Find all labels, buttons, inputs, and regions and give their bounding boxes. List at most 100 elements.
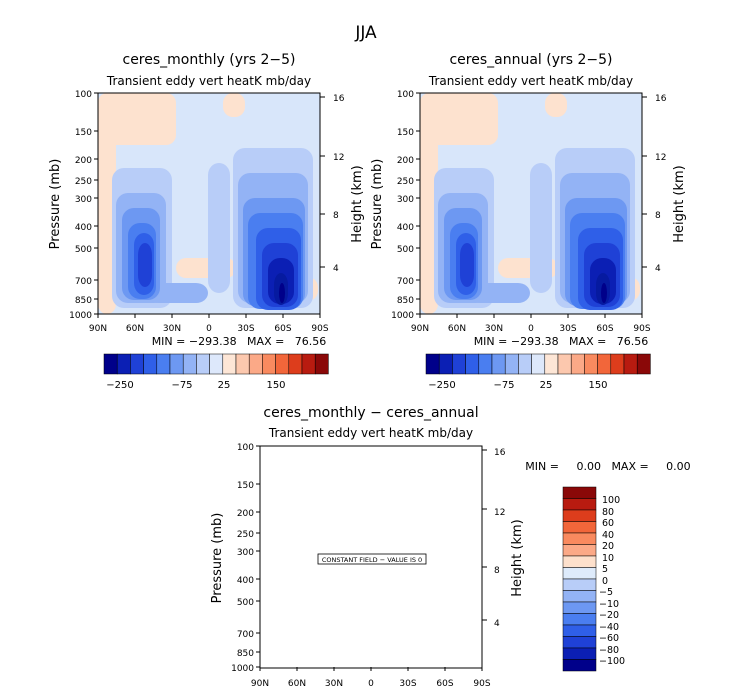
y-tick-label: 400: [75, 223, 92, 233]
colorbar-label: 25: [218, 380, 231, 391]
figure-title: JJA: [354, 23, 377, 43]
colorbar-label: 60: [602, 518, 614, 529]
y2-tick-label: 8: [333, 211, 339, 221]
panel-title: ceres_annual (yrs 2−5): [449, 52, 612, 68]
y2-axis-label: Height (km): [510, 519, 525, 596]
colorbar-label: −75: [493, 380, 514, 391]
panel-subtitle: Transient eddy vert heatK mb/day: [268, 426, 473, 440]
x-tick-label: 30S: [559, 324, 576, 334]
x-tick-label: 0: [528, 324, 534, 334]
colorbar-swatch: [116, 353, 131, 375]
colorbar-label: 100: [602, 495, 620, 506]
colorbar-swatch: [562, 498, 597, 511]
colorbar-label: −40: [599, 622, 619, 633]
y-tick-label: 100: [237, 443, 254, 453]
panel-title: ceres_monthly (yrs 2−5): [123, 52, 296, 68]
y-tick-label: 150: [75, 128, 92, 138]
colorbar-swatch: [562, 567, 597, 580]
contour-region: [223, 93, 245, 117]
y-tick-label: 500: [397, 245, 414, 255]
colorbar-label: 10: [602, 553, 614, 564]
colorbar-swatch: [209, 353, 224, 375]
colorbar-labels: −250 −75 25 150: [428, 380, 607, 391]
x-tick-label: 30N: [485, 324, 503, 334]
colorbar-labels: 100 80 60 40 20 10 5 0 −5 −10 −20 −40 −6…: [599, 495, 625, 667]
x-tick-label: 90S: [633, 324, 650, 334]
panel-ceres-monthly: ceres_monthly (yrs 2−5) Transient eddy v…: [48, 52, 365, 391]
y-axis-label: Pressure (mb): [370, 159, 385, 250]
colorbar-label: 150: [266, 380, 285, 391]
colorbar-swatch: [562, 555, 597, 568]
colorbar-swatch: [557, 353, 572, 375]
colorbar-swatch: [518, 353, 532, 375]
colorbar-swatch: [544, 353, 559, 375]
panel-subtitle: Transient eddy vert heatK mb/day: [106, 74, 311, 88]
colorbar-swatch: [562, 544, 597, 557]
colorbar-label: −250: [106, 380, 133, 391]
colorbar-swatch: [452, 353, 466, 375]
colorbar-swatch: [425, 353, 440, 375]
contour-region: [146, 283, 208, 303]
colorbar-swatch: [103, 353, 118, 375]
colorbar-label: −5: [599, 587, 613, 598]
y-tick-labels: 100 150 200 250 300 400 500 700 850 1000: [391, 90, 414, 321]
colorbar-swatch: [623, 353, 638, 375]
colorbar-swatch: [288, 353, 303, 375]
contour-region: [420, 93, 498, 145]
panel-subtitle: Transient eddy vert heatK mb/day: [428, 74, 633, 88]
y-tick-label: 400: [397, 223, 414, 233]
colorbar-swatch: [610, 353, 625, 375]
y-tick-label: 300: [75, 195, 92, 205]
colorbar-swatch: [465, 353, 480, 375]
contour-region: [208, 163, 230, 293]
x-tick-label: 60N: [448, 324, 466, 334]
colorbar-label: 0: [602, 576, 608, 587]
contour-region: [460, 243, 474, 287]
panel-difference: ceres_monthly − ceres_annual Transient e…: [210, 405, 691, 689]
colorbar-swatch: [478, 353, 493, 375]
y2-tick-label: 16: [333, 94, 345, 104]
y-tick-label: 850: [237, 649, 254, 659]
x-tick-labels: 90N 60N 30N 0 30S 60S 90S: [251, 679, 491, 689]
colorbar-swatch: [156, 353, 171, 375]
x-tick-label: 90N: [89, 324, 107, 334]
y-tick-labels: 100 150 200 250 300 400 500 700 850 1000: [231, 443, 254, 674]
y-tick-label: 700: [397, 277, 414, 287]
colorbar-swatch: [222, 353, 237, 375]
y-tick-label: 850: [397, 296, 414, 306]
contour-region: [138, 243, 152, 287]
y2-tick-label: 4: [333, 264, 339, 274]
x-tick-label: 60S: [436, 679, 453, 689]
colorbar-label: −80: [599, 645, 619, 656]
min-max-stats: MIN = −293.38 MAX = 76.56: [474, 335, 649, 348]
colorbar-label: 25: [540, 380, 553, 391]
colorbar-label: 5: [602, 564, 608, 575]
colorbar-label: −100: [599, 656, 625, 667]
y2-tick-label: 12: [494, 508, 505, 518]
colorbar-swatch: [275, 353, 290, 375]
min-max-stats: MIN = 0.00 MAX = 0.00: [525, 460, 690, 473]
colorbar: [425, 353, 651, 375]
y-tick-label: 100: [75, 90, 92, 100]
colorbar-label: −60: [599, 633, 619, 644]
axis-ticks: [416, 92, 647, 318]
colorbar-swatch: [562, 590, 597, 603]
contour-field: [98, 93, 320, 314]
panel-title: ceres_monthly − ceres_annual: [263, 405, 478, 421]
contour-region: [98, 93, 116, 314]
y-tick-label: 200: [237, 509, 254, 519]
colorbar-swatch: [438, 353, 453, 375]
colorbar: [562, 486, 597, 672]
y-tick-label: 200: [75, 156, 92, 166]
colorbar-swatch: [562, 613, 597, 626]
colorbar-swatch: [570, 353, 585, 375]
colorbar-label: −75: [171, 380, 192, 391]
contour-region: [601, 283, 607, 303]
colorbar-swatch: [182, 353, 197, 375]
min-max-stats: MIN = −293.38 MAX = 76.56: [152, 335, 327, 348]
y2-tick-label: 16: [494, 448, 506, 458]
y2-tick-label: 16: [655, 94, 667, 104]
colorbar-swatch: [196, 353, 210, 375]
colorbar-swatch: [143, 353, 158, 375]
y2-tick-labels: 16 12 8 4: [655, 94, 667, 274]
